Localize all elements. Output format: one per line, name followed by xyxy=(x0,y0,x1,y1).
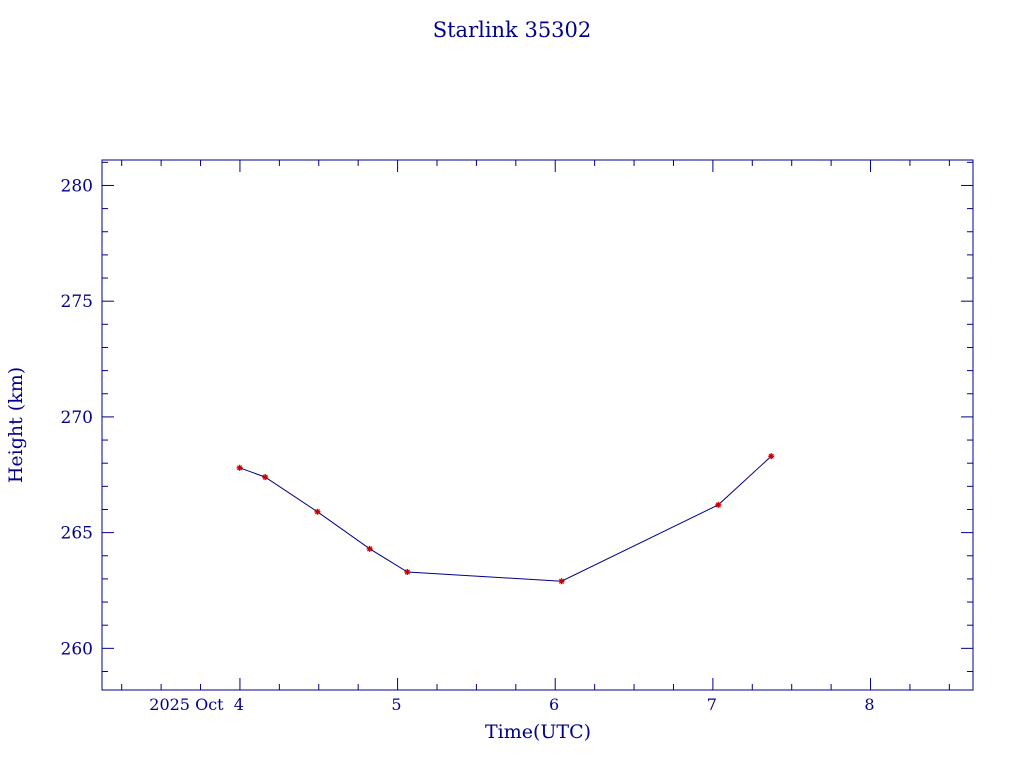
data-point xyxy=(314,508,321,515)
data-point xyxy=(404,568,411,575)
y-tick-label: 270 xyxy=(61,408,93,428)
data-point xyxy=(768,453,775,460)
y-axis-label: Height (km) xyxy=(5,367,27,483)
data-point xyxy=(236,464,243,471)
data-point xyxy=(366,545,373,552)
y-tick-label: 275 xyxy=(61,292,93,312)
plot-frame xyxy=(101,159,974,691)
data-markers xyxy=(236,453,775,585)
data-point xyxy=(715,501,722,508)
y-tick-label: 260 xyxy=(61,639,93,659)
y-tick-label: 280 xyxy=(61,176,93,196)
data-point xyxy=(558,578,565,585)
x-tick-label: 5 xyxy=(391,695,401,714)
y-axis: 260 265 270 275 280 xyxy=(61,161,973,672)
chart-title: Starlink 35302 xyxy=(433,18,592,42)
x-tick-label: 6 xyxy=(549,695,559,714)
x-tick-label: 8 xyxy=(864,695,874,714)
data-point xyxy=(262,474,269,481)
series-line xyxy=(239,455,772,582)
x-tick-label: 7 xyxy=(707,695,717,714)
x-tick-label: 2025 Oct 4 xyxy=(149,695,244,714)
x-axis-label: Time(UTC) xyxy=(485,721,591,743)
x-axis: 2025 Oct 4 5 6 7 8 xyxy=(121,160,950,714)
y-tick-label: 265 xyxy=(61,524,93,544)
